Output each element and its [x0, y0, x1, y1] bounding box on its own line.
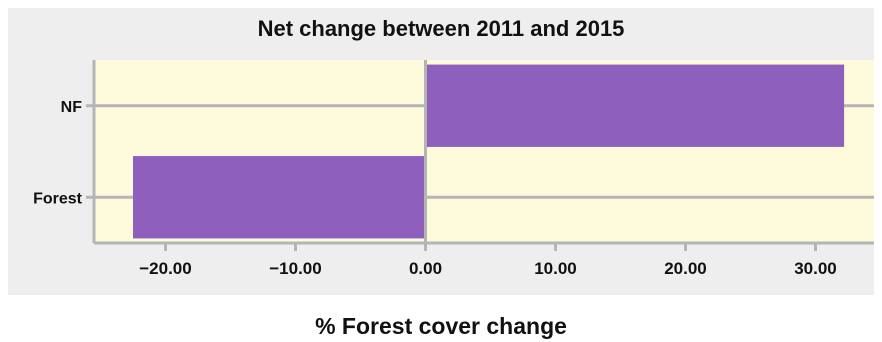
y-tick-label: NF [61, 99, 83, 116]
x-tick-label: 20.00 [664, 259, 707, 278]
chart-title: Net change between 2011 and 2015 [258, 16, 625, 41]
bar-nf [425, 64, 845, 147]
bar-forest [133, 156, 426, 239]
x-tick-label: −10.00 [269, 259, 321, 278]
x-axis-label: % Forest cover change [315, 313, 567, 339]
x-axis-ticks: −20.00 −10.00 0.00 10.00 20.00 30.00 [139, 243, 837, 278]
x-tick-label: −20.00 [139, 259, 191, 278]
x-tick-label: 10.00 [534, 259, 577, 278]
y-tick-label: Forest [33, 190, 83, 207]
x-tick-label: 0.00 [409, 259, 442, 278]
y-axis-ticks: NF Forest [33, 99, 94, 207]
bars-group [133, 64, 845, 239]
x-tick-label: 30.00 [794, 259, 837, 278]
